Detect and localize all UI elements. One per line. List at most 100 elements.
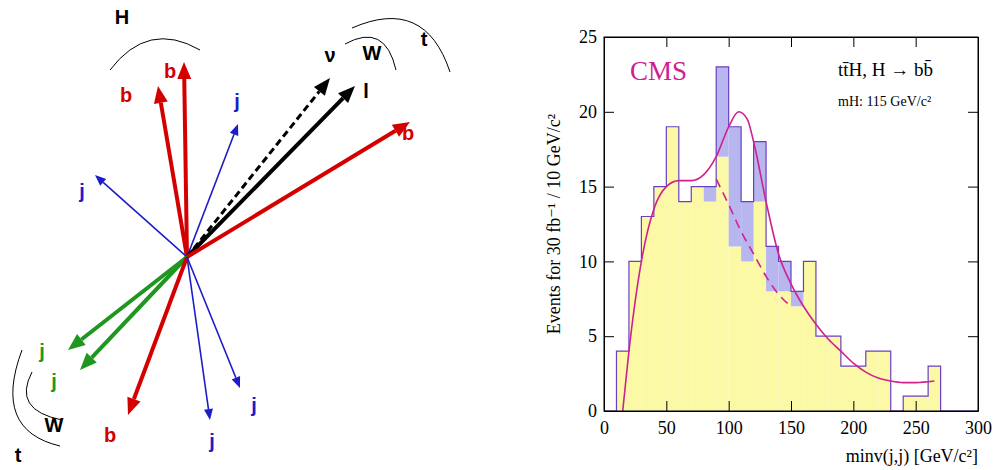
arrow-head xyxy=(230,124,238,136)
tick xyxy=(853,37,854,47)
group-label: W xyxy=(45,414,64,436)
tick-mark xyxy=(853,37,854,47)
axis xyxy=(968,38,979,412)
histogram-bar xyxy=(741,261,753,411)
histogram-bar xyxy=(741,202,753,262)
tick-label: 0 xyxy=(588,401,597,421)
tick-label: 0 xyxy=(600,418,609,438)
bar-series xyxy=(616,127,940,411)
arrow-head xyxy=(177,62,191,79)
particle-label: j xyxy=(78,180,85,202)
tick: 5 xyxy=(588,326,614,346)
tick-mark xyxy=(604,411,614,412)
axis: 0510152025 xyxy=(579,27,614,421)
fit-curve xyxy=(623,112,935,411)
plot-marks xyxy=(604,67,978,411)
particle-track xyxy=(187,257,208,409)
histogram-bar xyxy=(816,336,828,411)
tick xyxy=(968,187,978,188)
histogram-bar xyxy=(704,202,716,411)
histogram-bar xyxy=(654,187,666,411)
particle-label: b xyxy=(120,84,132,106)
group-label: t xyxy=(421,28,428,50)
particle-label: j xyxy=(50,370,57,392)
group-arc xyxy=(26,372,62,420)
histogram-bar xyxy=(716,157,728,411)
axis-line xyxy=(604,38,605,412)
histogram-outline xyxy=(604,67,978,411)
axis xyxy=(605,37,979,47)
tick-mark xyxy=(604,261,614,262)
histogram-bar xyxy=(828,336,840,411)
annotation: tt̄H, H → bb̄ xyxy=(838,59,933,80)
tick-mark xyxy=(729,401,730,411)
tick xyxy=(604,37,605,47)
histogram-bar xyxy=(779,291,791,411)
tick-label: 10 xyxy=(579,252,597,272)
histogram-bar xyxy=(679,202,691,411)
particle-label: l xyxy=(363,80,369,102)
arrow-head xyxy=(314,78,330,96)
group-arc xyxy=(352,19,450,72)
histogram-bar xyxy=(616,351,628,411)
histogram-bar xyxy=(729,246,741,411)
tick xyxy=(729,37,730,47)
arrow-head xyxy=(127,397,140,415)
x-axis-title: minv(j,j) [GeV/c²] xyxy=(846,446,978,467)
tick-mark xyxy=(968,37,978,38)
arrow-head xyxy=(338,86,355,103)
tick-label: 50 xyxy=(658,418,676,438)
axis: 050100150200250300 xyxy=(600,401,992,438)
histogram-bar xyxy=(729,127,741,247)
particle-track xyxy=(92,257,187,358)
tick: 0 xyxy=(588,401,614,421)
histogram-bar xyxy=(754,202,766,411)
tick xyxy=(968,411,978,412)
tick-label: 100 xyxy=(716,418,743,438)
tick: 100 xyxy=(716,401,743,438)
particle-label: b xyxy=(164,60,176,82)
tick-mark xyxy=(666,37,667,47)
annotation: mH: 115 GeV/c² xyxy=(838,94,931,109)
tick-label: 150 xyxy=(778,418,805,438)
tick-mark xyxy=(666,401,667,411)
tick: 10 xyxy=(579,252,614,272)
particle-label: b xyxy=(402,122,414,144)
tick-mark xyxy=(791,401,792,411)
tick: 20 xyxy=(579,102,614,122)
histogram-bar xyxy=(641,217,653,411)
event-diagram: bbjνlbjjjbjjHWtWt xyxy=(13,6,450,466)
tick-mark xyxy=(729,37,730,47)
tick: 250 xyxy=(903,401,930,438)
tick-mark xyxy=(853,401,854,411)
group-arc xyxy=(345,37,396,70)
tick-label: 250 xyxy=(903,418,930,438)
tick-label: 20 xyxy=(579,102,597,122)
histogram-bar xyxy=(803,261,815,411)
particle-track xyxy=(184,79,187,257)
particle-track xyxy=(187,134,234,257)
arrow-head xyxy=(80,353,97,370)
tick xyxy=(968,112,978,113)
histogram-bar xyxy=(916,396,928,411)
tick-mark xyxy=(604,37,605,47)
histogram-bar xyxy=(666,127,678,411)
axis-line xyxy=(605,411,979,412)
group-arc xyxy=(110,39,200,70)
plot-frame xyxy=(604,37,978,411)
arrow-head xyxy=(154,86,168,104)
histogram-bar xyxy=(928,366,940,411)
particle-track xyxy=(103,182,187,257)
particle-label: j xyxy=(208,430,215,452)
particle-track xyxy=(187,131,395,257)
tick-mark xyxy=(916,37,917,47)
tick-label: 200 xyxy=(840,418,867,438)
particle-track xyxy=(134,257,187,399)
tick-mark xyxy=(968,336,978,337)
histogram-bar xyxy=(766,291,778,411)
tick xyxy=(791,37,792,47)
tick xyxy=(916,37,917,47)
histogram-chart: 0501001502002503000510152025minv(j,j) [G… xyxy=(544,27,992,467)
particle-track xyxy=(187,91,319,257)
histogram-bar xyxy=(903,396,915,411)
